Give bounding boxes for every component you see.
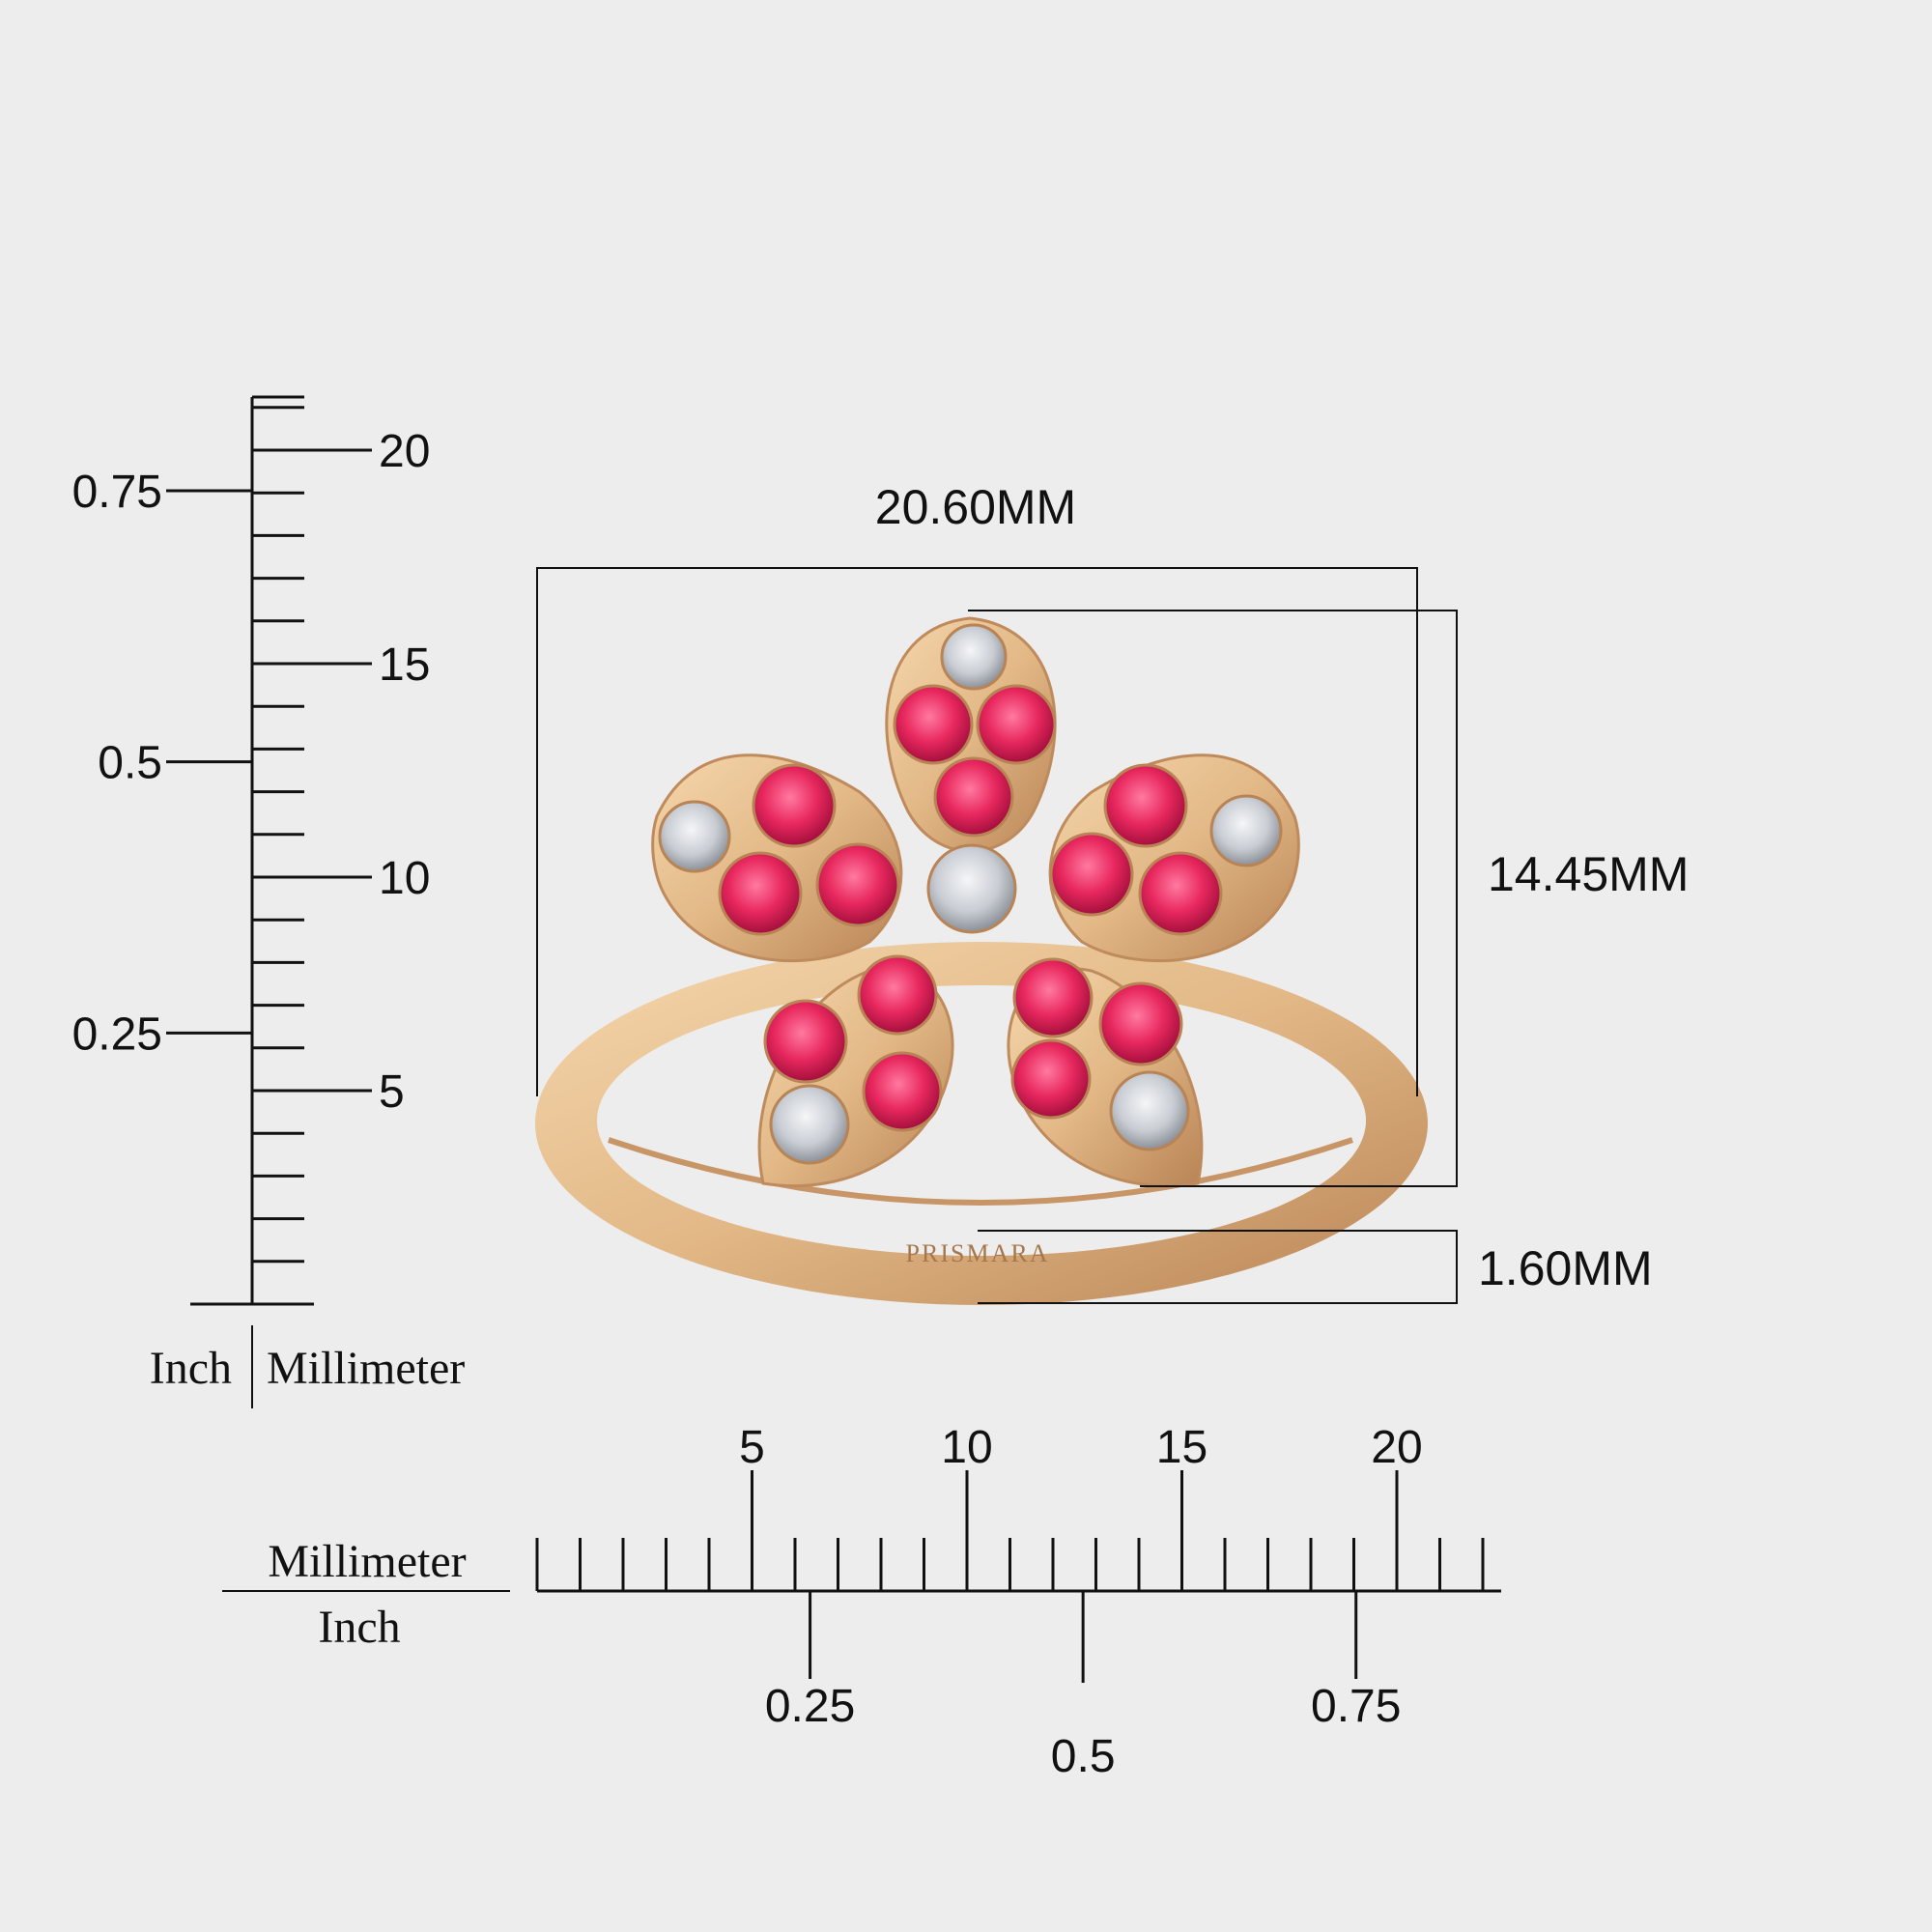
diamond (658, 800, 731, 873)
vertical-mm-label: 10 (379, 853, 430, 904)
vertical-inch-ticks: 0.75 0.5 0.25 (72, 467, 252, 1060)
pink-gem (933, 756, 1014, 838)
height-bracket (968, 610, 1458, 1187)
vertical-inch-label: 0.75 (72, 467, 162, 518)
band-label: 1.60MM (1478, 1241, 1653, 1295)
diamond (1109, 1070, 1190, 1151)
diamond-center (926, 843, 1017, 934)
diamond (940, 623, 1008, 691)
horizontal-mm-label: 5 (739, 1422, 765, 1473)
horizontal-inch-label: 0.5 (1051, 1731, 1116, 1782)
pink-gem (1098, 981, 1183, 1066)
vertical-inch-label: 0.25 (72, 1009, 162, 1060)
pink-gem (1103, 763, 1188, 848)
horizontal-unit-inch: Inch (318, 1602, 400, 1653)
pink-gem (976, 684, 1057, 765)
vertical-unit-inch: Inch (150, 1343, 232, 1394)
horizontal-inch-label: 0.75 (1311, 1681, 1401, 1732)
horizontal-mm-major-ticks: 5 10 15 20 (739, 1422, 1423, 1591)
horizontal-inch-label: 0.25 (765, 1681, 855, 1732)
pink-gem (1138, 851, 1223, 936)
horizontal-unit-millimeter: Millimeter (268, 1536, 466, 1587)
horizontal-mm-label: 20 (1371, 1422, 1422, 1473)
vertical-inch-label: 0.5 (98, 738, 162, 789)
band-bracket (978, 1230, 1458, 1304)
vertical-mm-label: 15 (379, 639, 430, 691)
pink-gem (752, 763, 837, 848)
ring-band-inner (597, 985, 1366, 1256)
pink-gem (1012, 957, 1094, 1038)
horizontal-inch-ticks: 0.25 0.5 0.75 (765, 1591, 1401, 1782)
dimension-lines (536, 567, 1458, 1304)
width-label: 20.60MM (875, 480, 1076, 534)
horizontal-mm-label: 10 (941, 1422, 992, 1473)
ring-image: PRISMARA (535, 616, 1428, 1305)
pink-gem (857, 954, 938, 1036)
width-bracket (536, 567, 1418, 1096)
vertical-ruler: 20 15 10 5 0.75 0.5 0.25 Inch Millimeter (72, 395, 465, 1408)
gemstones (658, 623, 1283, 1165)
height-label: 14.45MM (1488, 847, 1689, 901)
pink-gem (1010, 1038, 1092, 1120)
vertical-unit-millimeter: Millimeter (267, 1343, 465, 1394)
engraving-text: PRISMARA (906, 1239, 1050, 1267)
horizontal-mm-label: 15 (1156, 1422, 1208, 1473)
horizontal-ruler: 5 10 15 20 0.25 0.5 0.75 Millimeter Inch (222, 1422, 1501, 1782)
diamond (1209, 794, 1283, 867)
pink-gem (718, 851, 803, 936)
horizontal-mm-minor-ticks (535, 1538, 1485, 1591)
pink-gem (1049, 832, 1134, 917)
vertical-mm-minor-ticks (252, 395, 304, 1264)
pink-gem (815, 842, 900, 927)
vertical-mm-label: 20 (379, 426, 430, 477)
pink-gem (893, 684, 974, 765)
vertical-mm-label: 5 (379, 1066, 405, 1118)
vertical-mm-major-ticks: 20 15 10 5 (252, 426, 430, 1118)
pink-gem (862, 1051, 943, 1132)
pink-gem (763, 999, 848, 1084)
diamond (769, 1084, 850, 1165)
